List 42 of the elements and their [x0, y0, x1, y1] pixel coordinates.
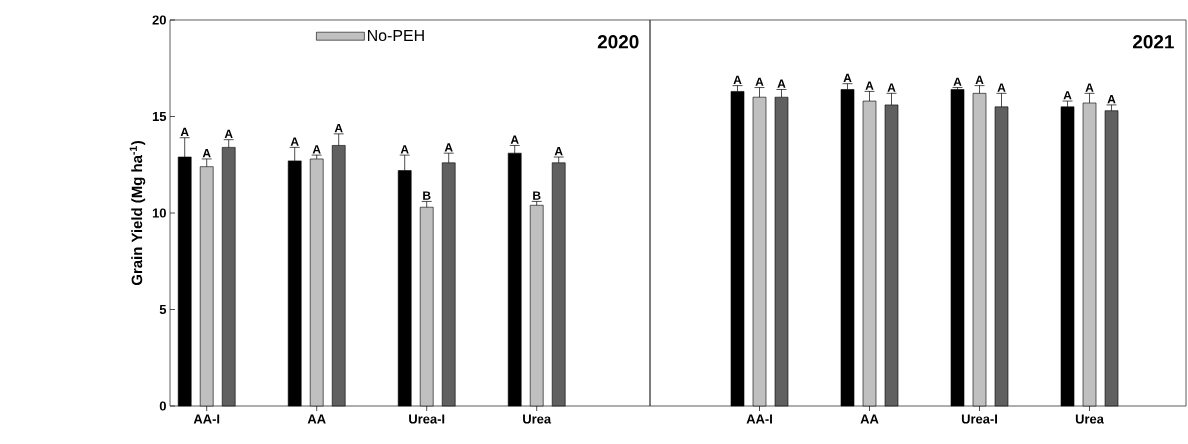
y-tick-label: 5 — [159, 304, 167, 315]
data-label: A — [444, 143, 453, 152]
data-label: A — [953, 77, 962, 86]
x-tick-label: Urea-I — [409, 414, 445, 424]
data-label: A — [755, 77, 764, 86]
data-label: A — [312, 145, 321, 154]
x-tick-label: Urea — [1075, 414, 1104, 424]
x-tick-label: Urea-I — [961, 414, 997, 424]
data-label: A — [1107, 95, 1116, 104]
data-label: A — [400, 145, 409, 154]
data-label: B — [423, 191, 431, 200]
data-label: A — [224, 129, 233, 138]
data-label: A — [887, 83, 896, 92]
data-label: A — [865, 81, 874, 90]
text: 2020 — [597, 35, 639, 49]
y-tick-label: 15 — [152, 111, 167, 122]
data-label: A — [290, 137, 299, 146]
x-tick-label: AA — [860, 414, 879, 424]
data-label: A — [997, 83, 1006, 92]
text: 2021 — [1133, 35, 1174, 49]
data-label: A — [777, 79, 786, 88]
y-tick-label: 10 — [152, 208, 166, 218]
data-label: A — [843, 73, 852, 82]
data-label: A — [554, 147, 563, 156]
x-tick-label: Urea — [523, 414, 552, 424]
y-tick-label: 0 — [159, 401, 166, 411]
data-label: A — [975, 75, 984, 84]
x-tick-label: AA-I — [746, 414, 772, 424]
legend-label: No-PEH — [367, 29, 424, 42]
data-label: A — [202, 149, 211, 158]
data-label: B — [533, 191, 541, 200]
x-tick-label: AA-I — [193, 414, 220, 424]
y-axis-title: Grain Yield (Mg ha$^{-1}$) — [129, 141, 146, 286]
data-label: A — [510, 135, 519, 144]
x-tick-label: AA — [307, 414, 326, 424]
bar — [551, 162, 566, 407]
data-label: A — [1085, 83, 1094, 92]
data-label: A — [1063, 91, 1072, 100]
data-label: A — [733, 75, 742, 84]
data-label: A — [334, 123, 343, 133]
data-label: A — [180, 127, 189, 137]
y-tick-label: 20 — [152, 15, 166, 25]
